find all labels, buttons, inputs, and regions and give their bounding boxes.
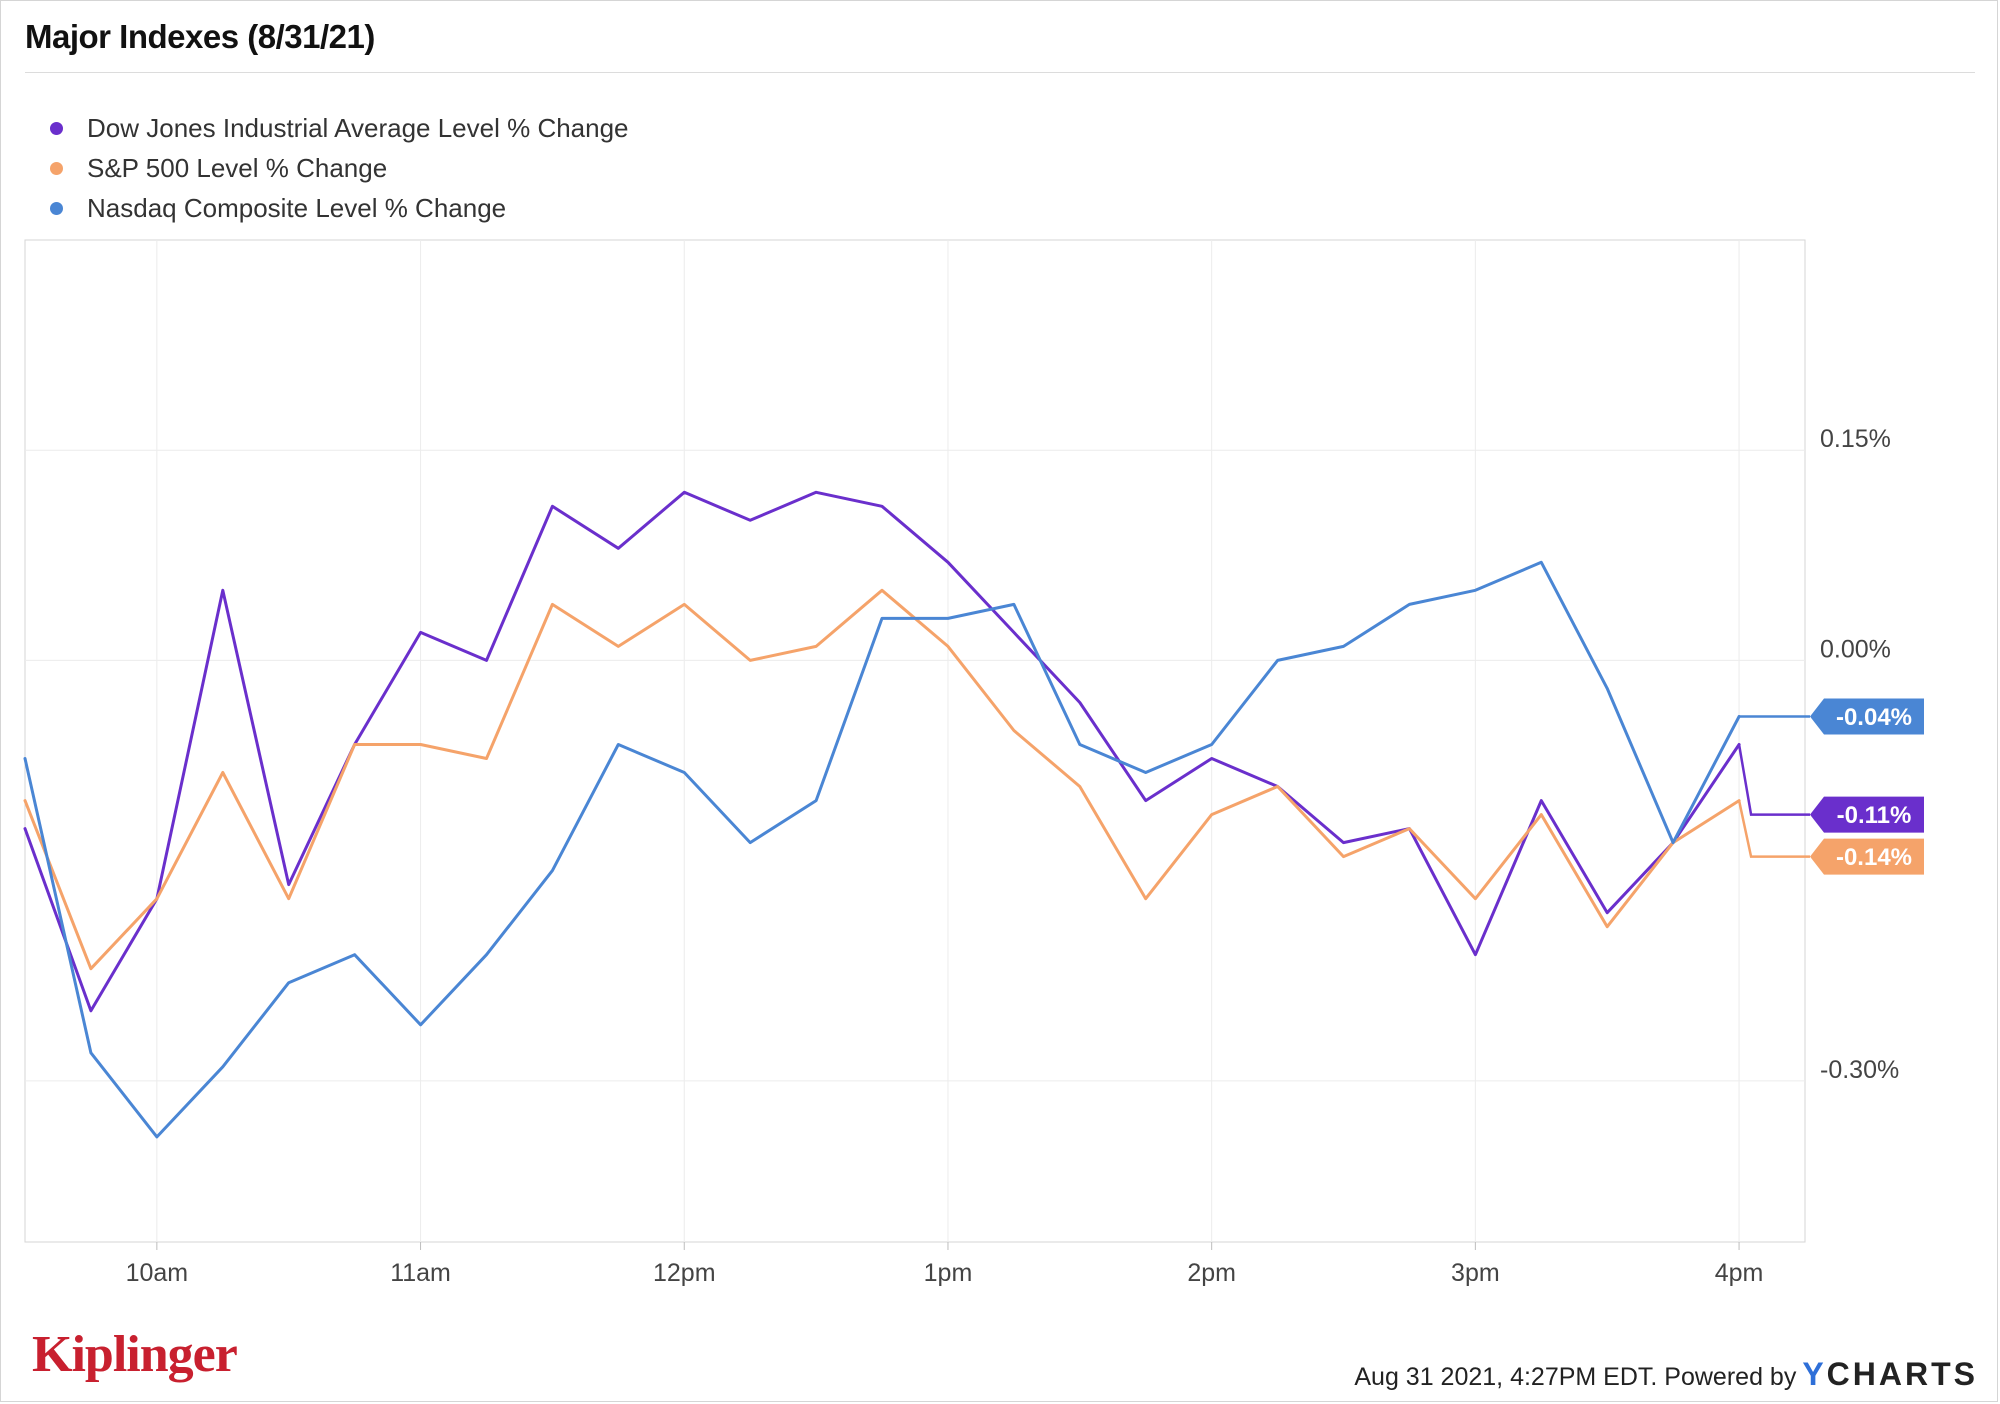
x-tick-label: 4pm [1715, 1259, 1764, 1287]
legend-item-dow[interactable]: Dow Jones Industrial Average Level % Cha… [50, 108, 629, 148]
legend-dot-dow [50, 121, 63, 135]
legend-label-dow: Dow Jones Industrial Average Level % Cha… [87, 112, 629, 143]
x-tick-label: 2pm [1187, 1259, 1236, 1287]
footer-time: Aug 31 2021, 4:27PM EDT. [1354, 1363, 1658, 1391]
legend-dot-nasdaq [50, 201, 63, 215]
x-tick-label: 3pm [1451, 1259, 1500, 1287]
x-tick-label: 11am [390, 1259, 451, 1287]
legend-label-sp500: S&P 500 Level % Change [87, 152, 388, 183]
value-tag-1 [1810, 838, 1924, 875]
y-tick-label: 0.15% [1820, 425, 1891, 453]
series-line-2 [23, 560, 1741, 1139]
value-tag-label-2: -0.04% [1836, 704, 1912, 731]
footer-timestamp: Aug 31 2021, 4:27PM EDT. Powered by [1354, 1363, 1796, 1392]
y-tick-label: -0.30% [1820, 1056, 1899, 1084]
legend: Dow Jones Industrial Average Level % Cha… [50, 108, 629, 228]
legend-item-sp500[interactable]: S&P 500 Level % Change [50, 148, 629, 188]
ycharts-logo-text: CHARTS [1826, 1356, 1978, 1392]
legend-dot-sp500 [50, 161, 63, 175]
value-tag-2 [1810, 698, 1924, 735]
footer-credit: Aug 31 2021, 4:27PM EDT. Powered by YCHA… [1354, 1356, 1978, 1393]
plot-area [24, 239, 1806, 1243]
title-divider [25, 72, 1975, 73]
series-line-0 [23, 490, 1741, 1013]
chart-title: Major Indexes (8/31/21) [25, 18, 375, 55]
legend-label-nasdaq: Nasdaq Composite Level % Change [87, 192, 507, 223]
series-lines [23, 490, 1810, 1139]
x-tick-label: 12pm [653, 1259, 716, 1287]
ycharts-logo-mark: Y [1802, 1356, 1827, 1392]
ycharts-logo: YCHARTS [1802, 1356, 1978, 1393]
series-connector-1 [1737, 800, 1810, 858]
x-tick-label: 1pm [924, 1259, 973, 1287]
y-tick-label: 0.00% [1820, 635, 1891, 663]
kiplinger-logo: Kiplinger [32, 1326, 238, 1383]
value-tag-label-1: -0.14% [1836, 844, 1912, 871]
legend-item-nasdaq[interactable]: Nasdaq Composite Level % Change [50, 188, 629, 228]
value-tag-0 [1810, 796, 1924, 833]
series-connector-0 [1737, 744, 1810, 816]
grid-lines [25, 240, 1805, 1242]
series-line-1 [23, 588, 1741, 971]
value-tag-label-0: -0.11% [1837, 802, 1912, 829]
axis-ticks: 10am 11am 12pm 1pm 2pm 3pm 4pm 0.15% 0.00% -0.30% [126, 425, 1900, 1287]
x-tick-label: 10am [126, 1259, 189, 1287]
footer-powered-by: Powered by [1664, 1363, 1797, 1391]
last-value-tags: -0.11% -0.14% -0.04% [1810, 698, 1924, 875]
